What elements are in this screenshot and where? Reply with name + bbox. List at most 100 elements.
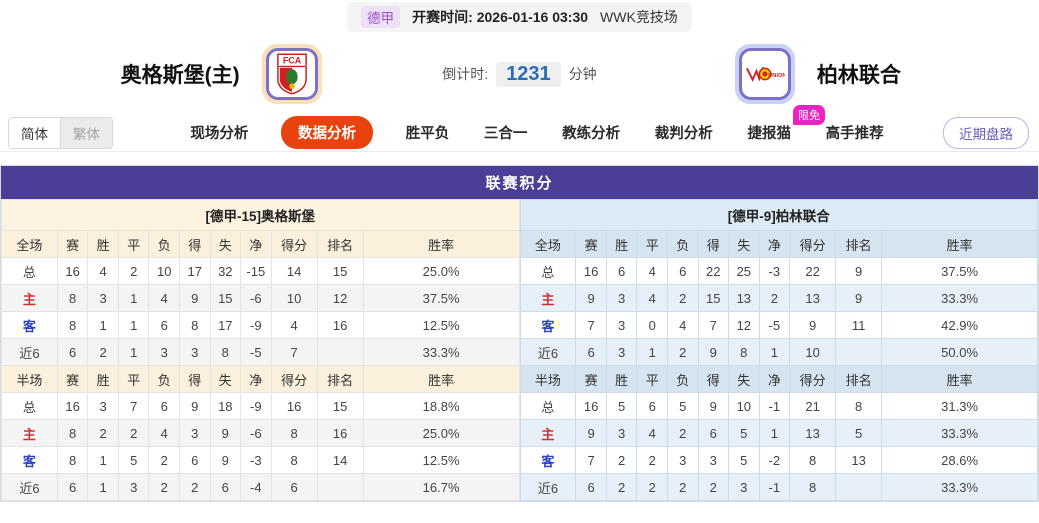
- recent-trend-button[interactable]: 近期盘路: [943, 116, 1029, 149]
- stat-cell: 8: [728, 338, 760, 366]
- tab-live-analysis[interactable]: 现场分析: [190, 126, 249, 142]
- column-header: 得: [697, 365, 730, 393]
- stat-cell: 7: [270, 338, 318, 366]
- stat-cell: 3: [728, 473, 760, 501]
- column-header: 失: [728, 365, 760, 393]
- stat-cell: 3: [87, 392, 119, 420]
- match-info-pill: 德甲 开赛时间: 2026-01-16 03:30 WWK竞技场: [347, 2, 692, 32]
- stat-cell: 9: [835, 284, 883, 312]
- stat-cell: 8: [789, 473, 837, 501]
- tab-jiebao-cat[interactable]: 捷报猫 限免: [745, 105, 825, 148]
- column-header: 全场: [1, 230, 58, 258]
- stat-cell: -15: [240, 257, 272, 285]
- svg-text:FCA: FCA: [282, 56, 301, 66]
- stat-cell: 4: [636, 257, 668, 285]
- nav-bar: 简体 繁体 现场分析 数据分析 胜平负 三合一 教练分析 裁判分析 捷报猫 限免…: [0, 105, 1039, 152]
- stat-cell: 1: [636, 338, 668, 366]
- tab-coach-analysis[interactable]: 教练分析: [562, 126, 621, 142]
- stat-cell: -9: [240, 392, 272, 420]
- stat-cell: 15: [697, 284, 730, 312]
- stat-cell: 12: [316, 284, 364, 312]
- column-header: 半场: [519, 365, 577, 393]
- lang-traditional-button[interactable]: 繁体: [60, 117, 112, 148]
- tab-expert-picks[interactable]: 高手推荐: [825, 126, 884, 142]
- stat-cell: 2: [87, 338, 119, 366]
- stat-cell: 16: [316, 419, 364, 447]
- row-label: 客: [1, 446, 58, 474]
- stat-cell: [316, 338, 364, 366]
- row-label: 主: [1, 419, 58, 447]
- stat-cell: 10: [728, 392, 760, 420]
- stat-cell: -6: [240, 284, 272, 312]
- stat-cell: 10: [789, 338, 837, 366]
- stat-cell: 6: [179, 446, 211, 474]
- home-team-block: 奥格斯堡(主) FCA: [0, 44, 442, 104]
- lang-simplified-button[interactable]: 简体: [9, 117, 60, 148]
- column-header: 胜: [87, 365, 119, 393]
- stat-cell: 2: [117, 257, 150, 285]
- stat-cell: 6: [605, 257, 638, 285]
- stat-cell: [316, 473, 364, 501]
- league-badge[interactable]: 德甲: [361, 6, 401, 28]
- stat-cell: 22: [789, 257, 837, 285]
- stat-cell: 14: [316, 446, 364, 474]
- league-standings-section: 联赛积分 [德甲-15]奥格斯堡 全场赛胜平负得失净得分 排名 胜率总 16 4 2 10 17…: [0, 165, 1039, 502]
- tab-three-in-one[interactable]: 三合一: [483, 126, 528, 142]
- stat-cell: 2: [636, 473, 668, 501]
- team-header: [德甲-9]柏林联合: [519, 199, 1038, 231]
- stat-cell: 32: [209, 257, 242, 285]
- stat-cell: 6: [209, 473, 242, 501]
- stat-cell: 8: [56, 419, 89, 447]
- row-label: 近6: [519, 473, 577, 501]
- column-header: 赛: [575, 365, 607, 393]
- stat-cell: 7: [575, 446, 607, 474]
- stat-cell: 3: [87, 284, 119, 312]
- stat-cell: 5: [605, 392, 638, 420]
- stat-cell: 13: [789, 419, 837, 447]
- stat-cell: 1: [87, 446, 119, 474]
- stat-cell: 33.3%: [881, 284, 1038, 312]
- stat-cell: 6: [56, 473, 89, 501]
- stat-cell: 2: [697, 473, 730, 501]
- stat-cell: 7: [575, 311, 607, 339]
- stat-cell: 9: [179, 392, 211, 420]
- nav-tabs: 现场分析 数据分析 胜平负 三合一 教练分析 裁判分析 捷报猫 限免 高手推荐: [173, 105, 901, 149]
- stat-cell: 8: [209, 338, 242, 366]
- stat-cell: 3: [117, 473, 150, 501]
- stat-cell: 6: [148, 311, 180, 339]
- tab-jiebao-cat-label: 捷报猫: [747, 126, 791, 142]
- stat-cell: 12.5%: [362, 446, 520, 474]
- language-toggle: 简体 繁体: [8, 116, 113, 149]
- tab-win-draw-lose[interactable]: 胜平负: [405, 126, 450, 142]
- top-bar: 德甲 开赛时间: 2026-01-16 03:30 WWK竞技场: [0, 0, 1039, 34]
- tab-referee-analysis[interactable]: 裁判分析: [654, 126, 713, 142]
- stat-cell: 3: [605, 419, 638, 447]
- stat-cell: 31.3%: [881, 392, 1038, 420]
- stat-cell: 2: [605, 446, 638, 474]
- tab-data-analysis[interactable]: 数据分析: [281, 116, 374, 149]
- column-header: 排名: [316, 230, 364, 258]
- free-badge: 限免: [792, 105, 825, 125]
- home-team-logo[interactable]: FCA: [261, 44, 322, 104]
- stat-cell: 33.3%: [881, 473, 1038, 501]
- stat-cell: 8: [270, 419, 318, 447]
- column-header: 赛: [56, 365, 89, 393]
- column-header: 赛: [575, 230, 607, 258]
- column-header: 胜率: [881, 365, 1038, 393]
- table-row: 总 16 4 2 10 17 32 -15 14 15 25.0%: [1, 257, 520, 285]
- table-row: 近6 6 2 2 2 2 3 -1 8 33.3%: [519, 473, 1038, 501]
- row-label: 近6: [519, 338, 577, 366]
- column-header: 胜: [605, 365, 638, 393]
- table-row: 客 7 2 2 3 3 5 -2 8 13 28.6%: [519, 446, 1038, 474]
- stat-cell: 8: [789, 446, 837, 474]
- table-row: 近6 6 3 1 2 9 8 1 10 50.0%: [519, 338, 1038, 366]
- countdown-label: 倒计时:: [442, 66, 489, 82]
- table-row: 近6 6 2 1 3 3 8 -5 7 33.3%: [1, 338, 520, 366]
- table-row: 客 8 1 1 6 8 17 -9 4 16 12.5%: [1, 311, 520, 339]
- stat-cell: 3: [666, 446, 699, 474]
- stat-cell: 33.3%: [881, 419, 1038, 447]
- stat-cell: 6: [56, 338, 89, 366]
- away-team-logo[interactable]: UNION: [734, 44, 795, 104]
- stat-cell: 18: [209, 392, 242, 420]
- column-header: 得分: [789, 365, 837, 393]
